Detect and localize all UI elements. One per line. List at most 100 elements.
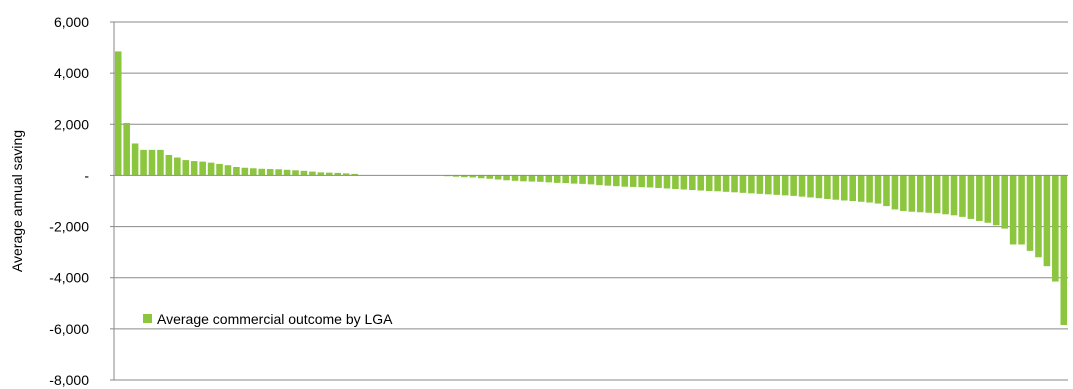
bar	[233, 166, 240, 176]
bar	[317, 172, 325, 176]
y-tick-label: 6,000	[54, 14, 89, 30]
bar	[748, 175, 755, 194]
bar	[1009, 175, 1017, 245]
bar	[207, 162, 215, 176]
bar	[756, 175, 764, 194]
bar	[714, 175, 721, 192]
bar	[570, 175, 578, 184]
bar	[579, 175, 586, 184]
bar	[587, 175, 595, 185]
bar	[216, 163, 223, 176]
bar	[1018, 175, 1025, 245]
bar	[199, 161, 206, 176]
bar	[1035, 175, 1042, 258]
legend-swatch	[143, 314, 152, 323]
bar	[807, 175, 814, 198]
bar	[520, 175, 527, 182]
bar	[494, 175, 502, 180]
bar	[950, 175, 958, 216]
bar	[190, 161, 198, 176]
bar	[992, 175, 1000, 226]
bar	[976, 175, 983, 221]
bars	[114, 51, 1068, 326]
bar	[663, 175, 671, 189]
bar	[461, 175, 468, 178]
bar	[765, 175, 772, 195]
bar	[621, 175, 629, 187]
bar	[629, 175, 637, 187]
bar	[182, 160, 190, 176]
bar	[528, 175, 536, 182]
bar	[486, 175, 493, 179]
bar	[545, 175, 553, 183]
bar	[832, 175, 840, 200]
bar	[511, 175, 519, 181]
bar	[292, 170, 299, 176]
y-tick-label: -4,000	[49, 270, 89, 286]
bar	[933, 175, 941, 214]
bar	[646, 175, 654, 188]
bar	[469, 175, 477, 178]
bar	[655, 175, 662, 188]
y-tick-label: -8,000	[49, 372, 89, 388]
bar	[300, 170, 308, 176]
gridlines	[114, 21, 1068, 381]
bar	[165, 154, 173, 176]
bar	[1043, 175, 1051, 267]
bar	[342, 173, 350, 176]
bar	[325, 172, 333, 176]
bar	[309, 171, 316, 176]
bar	[1052, 175, 1059, 282]
bar	[1001, 175, 1008, 229]
bar	[250, 168, 257, 176]
bar	[140, 149, 147, 176]
bar	[275, 169, 282, 176]
legend-label: Average commercial outcome by LGA	[157, 311, 393, 327]
y-axis-title: Average annual saving	[9, 130, 25, 272]
bar	[148, 149, 156, 176]
y-tick-label: -2,000	[49, 219, 89, 235]
bar	[849, 175, 857, 201]
bar	[672, 175, 679, 189]
bar	[131, 143, 139, 176]
bar	[984, 175, 992, 223]
bar	[705, 175, 713, 192]
bar	[351, 173, 358, 176]
bar	[553, 175, 561, 183]
bar	[613, 175, 620, 187]
bar	[638, 175, 645, 188]
bar	[283, 169, 291, 176]
bar	[840, 175, 848, 201]
bar	[174, 157, 181, 176]
bar	[959, 175, 966, 217]
bar	[114, 51, 122, 176]
bar	[562, 175, 569, 184]
bar	[266, 169, 274, 176]
bar	[967, 175, 975, 219]
y-tick-label: -6,000	[49, 321, 89, 337]
bar	[798, 175, 806, 197]
bar	[452, 175, 460, 177]
bar	[908, 175, 916, 212]
bar	[790, 175, 797, 196]
y-tick-label: -	[84, 167, 89, 183]
bar	[731, 175, 738, 193]
bar	[258, 168, 266, 176]
y-tick-label: 2,000	[54, 116, 89, 132]
bar	[773, 175, 781, 195]
bar	[157, 149, 164, 176]
bar	[697, 175, 705, 191]
bar	[883, 175, 890, 207]
bar	[722, 175, 730, 192]
bar	[123, 123, 130, 176]
bar	[1060, 175, 1068, 326]
bar	[604, 175, 612, 186]
bar	[739, 175, 747, 193]
bar	[477, 175, 485, 179]
bar	[874, 175, 882, 204]
bar	[857, 175, 865, 202]
legend: Average commercial outcome by LGA	[143, 311, 393, 327]
bar	[900, 175, 907, 211]
bar	[891, 175, 899, 210]
